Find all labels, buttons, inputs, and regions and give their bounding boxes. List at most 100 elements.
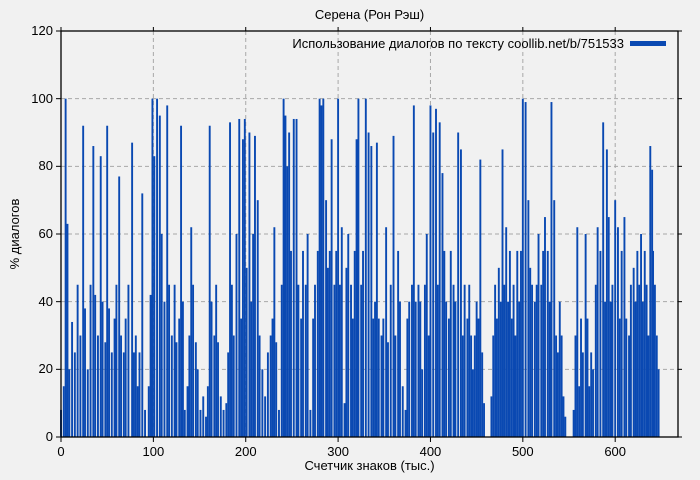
impulse-bar	[550, 102, 553, 438]
impulse-bar	[136, 386, 139, 437]
impulse-bar	[355, 139, 358, 437]
impulse-bar	[496, 318, 498, 437]
impulse-bar	[645, 284, 648, 437]
impulse-bar	[275, 342, 278, 437]
impulse-bar	[206, 386, 209, 437]
impulse-bar	[463, 284, 466, 437]
x-tick-label: 500	[511, 444, 534, 459]
impulse-bar	[632, 267, 635, 437]
impulse-bar	[544, 217, 546, 437]
impulse-bar	[389, 284, 392, 437]
impulse-bar	[230, 284, 233, 437]
impulse-bar	[73, 352, 76, 437]
impulse-bar	[461, 335, 464, 437]
impulse-bar	[548, 301, 551, 437]
impulse-bar	[320, 105, 323, 438]
impulse-bar	[181, 301, 184, 437]
impulse-bar	[133, 352, 135, 437]
impulse-bar	[531, 284, 534, 437]
impulse-bar	[459, 149, 462, 438]
impulse-bar	[620, 250, 623, 437]
impulse-bar	[243, 118, 246, 437]
impulse-bar	[115, 284, 118, 437]
impulse-bar	[572, 409, 575, 437]
plot-border	[60, 30, 679, 438]
impulse-bar	[300, 318, 303, 437]
impulse-bar	[454, 301, 457, 437]
y-tick-label: 100	[31, 90, 53, 106]
impulse-bar	[266, 352, 269, 437]
y-tick-label: 20	[38, 361, 53, 377]
impulse-bar	[473, 335, 476, 437]
impulse-bar	[397, 250, 400, 437]
impulse-bar	[472, 369, 474, 437]
impulse-bar	[64, 98, 67, 438]
impulse-bar	[399, 301, 401, 437]
impulse-bar	[101, 301, 104, 437]
impulse-bar	[553, 200, 556, 437]
impulse-bar	[312, 318, 315, 437]
impulse-bar	[492, 335, 495, 437]
impulse-bar	[499, 301, 502, 437]
impulse-bar	[655, 335, 658, 437]
impulse-bar	[110, 352, 113, 437]
impulse-bar	[175, 342, 178, 437]
impulse-bar	[576, 227, 579, 437]
impulse-bar	[599, 250, 602, 437]
impulse-bar	[556, 352, 559, 437]
impulse-bar	[213, 335, 216, 437]
impulse-bar	[284, 115, 287, 437]
impulse-bar	[86, 369, 89, 437]
x-tick-label: 300	[327, 444, 349, 459]
impulse-bar	[222, 409, 225, 437]
impulse-bar	[97, 335, 99, 437]
impulse-bar	[417, 284, 420, 437]
y-tick-label: 0	[45, 429, 53, 444]
impulse-bar	[124, 318, 127, 437]
impulse-bar	[325, 200, 328, 437]
impulse-bar	[588, 386, 591, 437]
impulse-bar	[113, 318, 116, 437]
impulse-bar	[326, 267, 329, 437]
impulse-bar	[149, 294, 152, 437]
impulse-bar	[423, 284, 426, 437]
impulse-bar	[242, 139, 244, 437]
impulse-bar	[527, 200, 530, 437]
impulse-bar	[562, 396, 565, 437]
impulse-bar	[503, 284, 506, 437]
impulse-bar	[62, 386, 65, 437]
impulse-bar	[483, 403, 485, 437]
impulse-bar	[614, 200, 617, 437]
impulse-bar	[144, 409, 146, 437]
x-tick-label: 200	[234, 444, 257, 459]
impulse-bar	[457, 132, 460, 437]
impulse-bar	[163, 301, 166, 437]
impulse-bar	[505, 227, 508, 437]
impulse-bar	[535, 284, 538, 437]
impulse-bar	[425, 234, 428, 437]
impulse-bar	[640, 234, 642, 437]
impulse-bar	[335, 250, 338, 437]
impulse-bar	[343, 403, 346, 437]
impulse-bar	[252, 234, 255, 437]
impulse-bar	[508, 250, 511, 437]
impulse-bar	[240, 318, 243, 437]
impulse-bar	[445, 301, 448, 437]
impulse-bar	[590, 352, 593, 437]
impulse-bar	[290, 250, 292, 437]
impulse-bar	[194, 342, 197, 437]
impulse-bar	[452, 284, 455, 437]
impulse-bar	[256, 200, 259, 437]
impulse-bar	[436, 284, 439, 437]
impulse-bar	[537, 234, 540, 437]
impulse-bar	[345, 267, 348, 437]
impulse-bar	[641, 301, 644, 437]
impulse-bar	[427, 335, 430, 437]
legend-label: Использование диалогов по тексту coollib…	[292, 36, 624, 51]
impulse-bar	[273, 227, 276, 437]
impulse-bar	[406, 318, 409, 437]
impulse-bar	[623, 217, 626, 437]
impulse-bar	[411, 284, 413, 437]
impulse-bar	[625, 318, 628, 437]
legend-swatch	[630, 41, 666, 46]
